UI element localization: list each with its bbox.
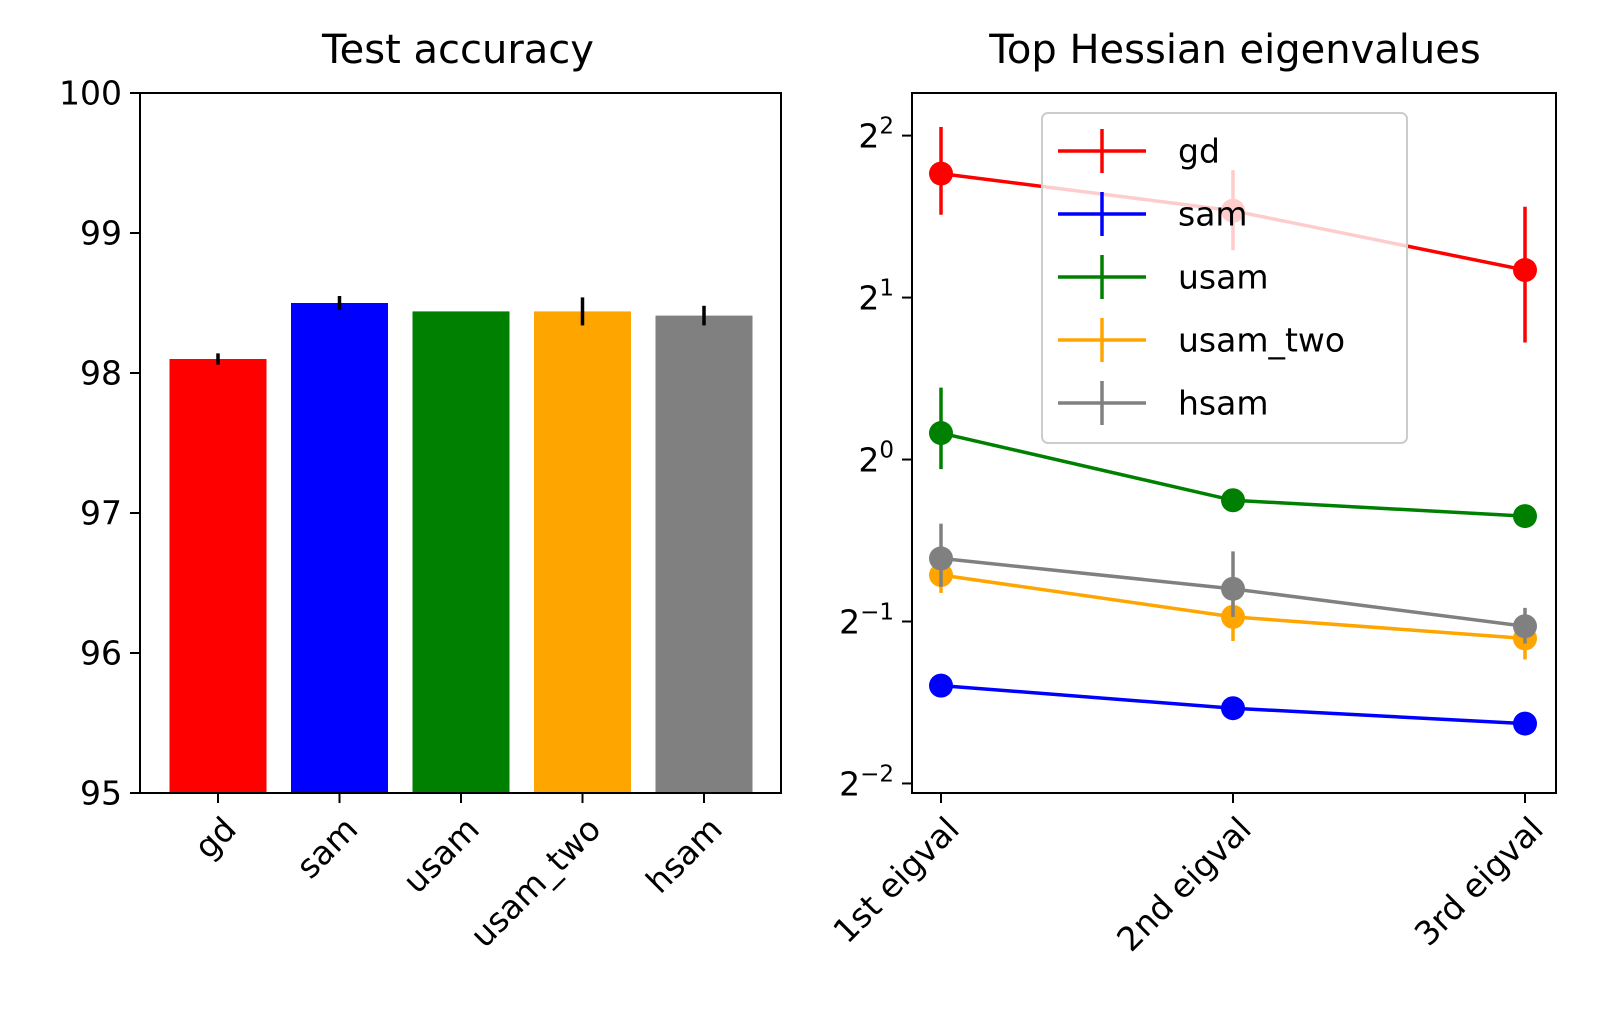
y-tick-exponent: −1 — [860, 599, 894, 625]
eigenvalue-series — [929, 127, 1537, 736]
legend-label: hsam — [1178, 384, 1268, 423]
series-usam — [929, 387, 1537, 529]
y-tick-base: 2 — [839, 602, 860, 641]
y-tick-label: 98 — [80, 354, 122, 393]
y-tick-label: 22 — [858, 114, 894, 156]
x-tick-label: hsam — [638, 809, 730, 901]
accuracy-chart-title: Test accuracy — [321, 27, 594, 73]
bar-usam — [412, 311, 510, 793]
y-tick-label: 2−2 — [839, 761, 894, 803]
y-tick-label: 20 — [858, 438, 894, 480]
bar-hsam — [655, 315, 753, 793]
legend-box — [1041, 112, 1408, 444]
y-tick-exponent: 2 — [879, 114, 894, 140]
data-point-sam — [1221, 696, 1245, 721]
legend-label: gd — [1178, 132, 1220, 171]
x-tick-label: usam — [395, 809, 487, 901]
series-hsam — [929, 523, 1537, 644]
x-tick-label: gd — [187, 809, 244, 866]
y-tick-label: 95 — [80, 774, 122, 813]
legend-label: usam — [1178, 258, 1268, 297]
data-point-usam — [929, 421, 953, 446]
legend-entry-hsam: hsam — [1058, 381, 1268, 425]
accuracy-y-ticks: 95 96 97 98 99 100 — [59, 74, 140, 813]
y-tick-exponent: 1 — [879, 276, 894, 302]
data-point-gd — [1513, 258, 1537, 283]
y-tick-label: 99 — [80, 214, 122, 253]
eigenvalue-x-ticks: 1st eigval 2nd eigval 3rd eigval — [825, 793, 1551, 959]
bar-usam_two — [534, 311, 631, 793]
y-tick-exponent: −2 — [860, 761, 894, 787]
data-point-sam — [1513, 711, 1537, 736]
accuracy-panel: Test accuracy 95 96 97 98 99 100 gd sam usamusa… — [59, 27, 782, 955]
y-tick-label: 96 — [80, 634, 122, 673]
accuracy-bars — [169, 303, 753, 793]
x-tick-label: 2nd eigval — [1109, 809, 1259, 959]
legend-label: usam_two — [1178, 321, 1345, 360]
x-tick-label: 1st eigval — [825, 809, 966, 950]
bar-sam — [291, 303, 388, 793]
y-tick-label: 100 — [59, 74, 122, 113]
x-tick-label: 3rd eigval — [1407, 809, 1551, 953]
eigenvalue-chart-title: Top Hessian eigenvalues — [988, 27, 1480, 73]
legend-label: sam — [1178, 195, 1248, 234]
y-tick-label: 97 — [80, 494, 122, 533]
legend-entry-usam_two: usam_two — [1058, 318, 1345, 362]
data-point-usam — [1221, 488, 1245, 513]
y-tick-label: 21 — [858, 276, 894, 318]
legend-entry-usam: usam — [1058, 255, 1268, 299]
x-tick-label: sam — [289, 809, 366, 886]
y-tick-base: 2 — [858, 441, 879, 480]
data-point-hsam — [929, 546, 953, 571]
accuracy-error-bars — [216, 296, 706, 365]
data-point-sam — [929, 673, 953, 698]
y-tick-label: 2−1 — [839, 599, 894, 641]
y-tick-base: 2 — [858, 117, 879, 156]
bar-gd — [169, 359, 267, 793]
legend-entry-sam: sam — [1058, 192, 1248, 236]
data-point-gd — [929, 161, 953, 186]
legend-entry-gd: gd — [1058, 129, 1220, 173]
data-point-hsam — [1221, 576, 1245, 601]
series-sam — [929, 673, 1537, 736]
y-tick-base: 2 — [858, 279, 879, 318]
y-tick-exponent: 0 — [879, 438, 894, 464]
data-point-usam — [1513, 504, 1537, 529]
y-tick-base: 2 — [839, 764, 860, 803]
data-point-hsam — [1513, 614, 1537, 639]
x-tick-label: usam_two — [463, 809, 609, 955]
